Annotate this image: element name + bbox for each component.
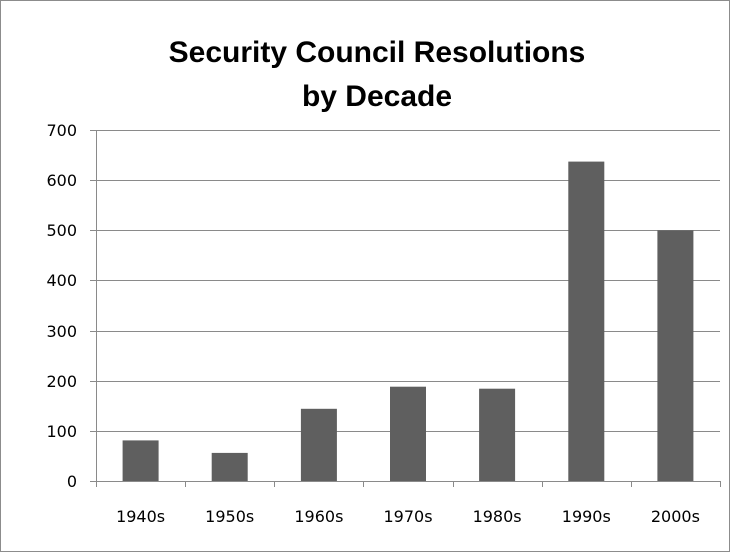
y-tick-label: 500 — [46, 221, 77, 240]
bar-1940s — [122, 440, 159, 481]
y-tick-labels: 0 100 200 300 400 500 600 700 — [46, 121, 77, 491]
chart-title-line-1: Security Council Resolutions — [169, 36, 586, 69]
axes — [90, 130, 721, 487]
x-tick-label: 1990s — [562, 507, 611, 526]
bar-1970s — [390, 386, 426, 481]
x-tick-label: 1950s — [205, 507, 254, 526]
y-tick-label: 100 — [46, 422, 77, 441]
gridlines — [90, 130, 720, 432]
y-tick-label: 0 — [67, 472, 77, 491]
x-tick-label: 1970s — [383, 507, 432, 526]
bar-1960s — [300, 408, 337, 481]
x-tick-label: 1960s — [294, 507, 343, 526]
bar-1990s — [568, 161, 605, 481]
bars — [122, 161, 694, 481]
bar-1950s — [211, 452, 248, 481]
chart-title-line-2: by Decade — [302, 80, 452, 113]
x-tick-labels: 1940s 1950s 1960s 1970s 1980s 1990s 2000s — [116, 507, 700, 526]
x-tick-label: 1980s — [473, 507, 522, 526]
y-tick-label: 200 — [46, 372, 77, 391]
bar-1980s — [479, 388, 516, 481]
y-tick-label: 700 — [46, 121, 77, 140]
x-tick-label: 2000s — [651, 507, 700, 526]
x-tick-label: 1940s — [116, 507, 165, 526]
y-tick-label: 400 — [46, 271, 77, 290]
bar-2000s — [657, 230, 694, 481]
y-tick-label: 300 — [46, 322, 77, 341]
y-tick-label: 600 — [46, 171, 77, 190]
